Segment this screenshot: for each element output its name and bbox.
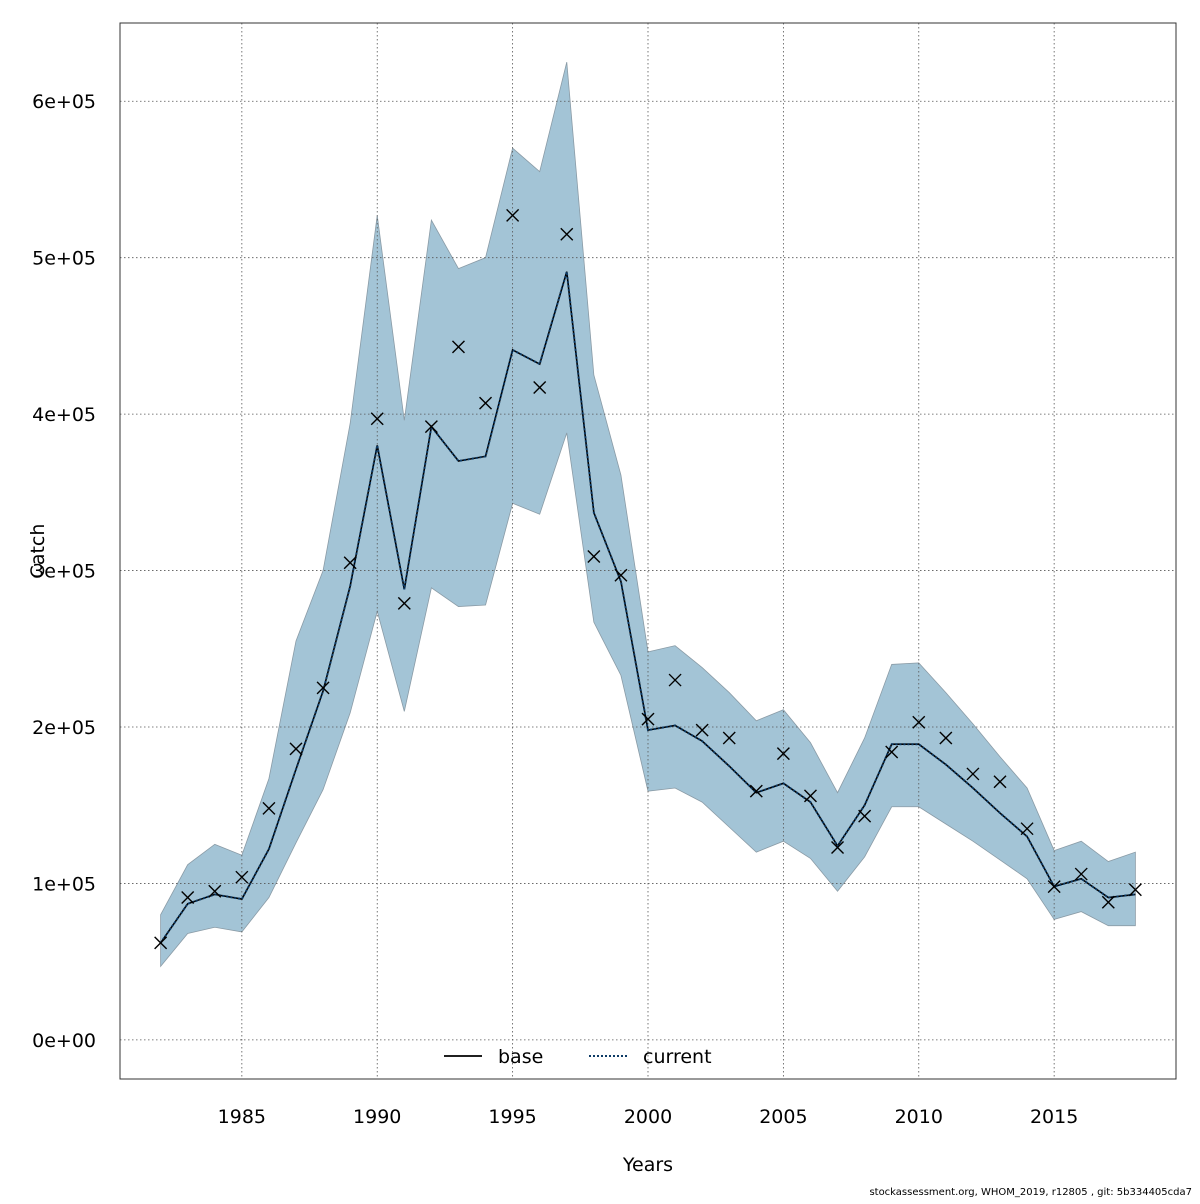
observed-point — [1101, 895, 1115, 909]
x-tick-label: 1990 — [353, 1106, 401, 1128]
y-tick-label: 6e+05 — [32, 91, 96, 113]
observed-point — [424, 420, 438, 434]
confidence-band — [160, 62, 1136, 968]
observed-point-stroke — [181, 891, 195, 905]
observed-point — [858, 809, 872, 823]
observed-point — [533, 381, 547, 395]
observed-point-stroke — [370, 412, 384, 426]
y-tick-label: 0e+00 — [32, 1030, 96, 1052]
observed-point — [803, 789, 817, 803]
series-line-current — [159, 271, 1136, 944]
observed-point — [370, 412, 384, 426]
observed-point — [154, 936, 168, 950]
observed-point-stroke — [993, 775, 1007, 789]
observed-point — [181, 891, 195, 905]
observed-point-stroke — [614, 568, 628, 582]
y-tick-label: 2e+05 — [32, 717, 96, 739]
observed-point — [993, 775, 1007, 789]
observed-point — [343, 556, 357, 570]
observed-point — [831, 840, 845, 854]
observed-point-stroke — [1074, 867, 1088, 881]
x-tick-label: 1995 — [488, 1106, 536, 1128]
observed-point-stroke — [289, 742, 303, 756]
observed-point — [641, 712, 655, 726]
observed-point — [506, 208, 520, 222]
observed-point — [316, 681, 330, 695]
observed-point-stroke — [749, 784, 763, 798]
x-tick-label: 2005 — [759, 1106, 807, 1128]
observed-point-stroke — [154, 936, 168, 950]
observed-point — [1074, 867, 1088, 881]
y-axis-label: Catch — [27, 524, 49, 579]
x-tick-label: 2015 — [1030, 1106, 1078, 1128]
observed-point — [262, 801, 276, 815]
observed-point — [208, 884, 222, 898]
observed-point-stroke — [641, 712, 655, 726]
observed-point-stroke — [695, 723, 709, 737]
observed-point-stroke — [316, 681, 330, 695]
footer-note: stockassessment.org, WHOM_2019, r12805 ,… — [869, 1187, 1192, 1198]
observed-point-stroke — [587, 549, 601, 563]
x-axis-label: Years — [622, 1154, 673, 1176]
observed-point — [289, 742, 303, 756]
observed-point — [1020, 822, 1034, 836]
observed-point-stroke — [885, 745, 899, 759]
legend-label-current: current — [643, 1046, 712, 1068]
observed-point-stroke — [479, 396, 493, 410]
observed-point-stroke — [533, 381, 547, 395]
observed-point — [1128, 883, 1142, 897]
observed-point — [939, 731, 953, 745]
observed-point — [397, 596, 411, 610]
x-tick-label: 2000 — [624, 1106, 672, 1128]
observed-point-stroke — [397, 596, 411, 610]
observed-point-stroke — [235, 870, 249, 884]
x-tick-label: 2010 — [895, 1106, 943, 1128]
observed-point-stroke — [939, 731, 953, 745]
observed-point-stroke — [506, 208, 520, 222]
observed-point — [749, 784, 763, 798]
observed-point — [885, 745, 899, 759]
observed-point-stroke — [668, 673, 682, 687]
observed-point — [776, 747, 790, 761]
observed-point — [235, 870, 249, 884]
observed-point — [722, 731, 736, 745]
y-tick-label: 1e+05 — [32, 873, 96, 895]
observed-point-stroke — [776, 747, 790, 761]
observed-point-stroke — [343, 556, 357, 570]
x-tick-label: 1985 — [218, 1106, 266, 1128]
observed-point-stroke — [966, 767, 980, 781]
observed-point-stroke — [1101, 895, 1115, 909]
plot-frame — [119, 22, 1177, 1080]
observed-point — [451, 340, 465, 354]
legend-label-base: base — [498, 1046, 543, 1068]
observed-point — [587, 549, 601, 563]
observed-point — [479, 396, 493, 410]
observed-point-stroke — [1047, 880, 1061, 894]
observed-point — [614, 568, 628, 582]
observed-point-stroke — [560, 227, 574, 241]
y-tick-label: 5e+05 — [32, 248, 96, 270]
observed-point-stroke — [831, 840, 845, 854]
observed-point-stroke — [1020, 822, 1034, 836]
y-tick-label: 3e+05 — [32, 561, 96, 583]
observed-point-stroke — [262, 801, 276, 815]
observed-point-stroke — [858, 809, 872, 823]
observed-point-stroke — [451, 340, 465, 354]
observed-point — [695, 723, 709, 737]
observed-point-stroke — [912, 715, 926, 729]
observed-point-stroke — [722, 731, 736, 745]
observed-point-stroke — [803, 789, 817, 803]
y-tick-label: 4e+05 — [32, 404, 96, 426]
observed-point-stroke — [1128, 883, 1142, 897]
observed-point-stroke — [424, 420, 438, 434]
observed-point — [560, 227, 574, 241]
observed-point — [966, 767, 980, 781]
observed-point-stroke — [208, 884, 222, 898]
observed-point — [1047, 880, 1061, 894]
observed-point — [912, 715, 926, 729]
observed-point — [668, 673, 682, 687]
